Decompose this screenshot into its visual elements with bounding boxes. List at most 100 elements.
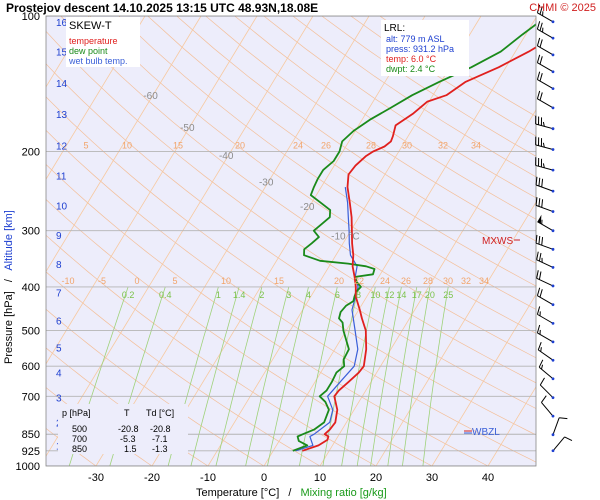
theta-e-label: 15 — [274, 276, 284, 286]
altitude-tick-label: 5 — [56, 343, 62, 354]
series-wet-bulb-temp-line — [295, 187, 359, 452]
pressure-tick-label: 600 — [22, 361, 40, 373]
chart-title: Prostejov descent 14.10.2025 13:15 UTC 4… — [6, 1, 318, 15]
table-row: 700 -5.3 -7.1 — [72, 434, 168, 444]
isotherm-line — [263, 16, 536, 466]
altitude-tick-label: 15 — [56, 48, 68, 59]
x-axis-title-separator: / — [288, 487, 292, 499]
mixing-ratio-label: 25 — [443, 290, 453, 300]
pressure-tick-label: 500 — [22, 326, 40, 338]
table-cell: -7.1 — [152, 434, 168, 444]
plot-background — [46, 16, 536, 466]
wind-barb — [537, 342, 555, 362]
temperature-tick-label: 20 — [370, 472, 382, 484]
altitude-tick-label: 12 — [56, 142, 68, 153]
mixing-ratio-label: 17 — [412, 290, 422, 300]
mixing-ratio-label: 0.4 — [159, 290, 172, 300]
isotherm-line — [46, 16, 202, 273]
dry-adiabat-line — [89, 16, 536, 334]
altitude-tick-label: 9 — [56, 231, 62, 242]
y-axis-title-pressure: Pressure [hPa] — [3, 291, 15, 364]
pressure-tick-label: 400 — [22, 282, 40, 294]
isotherm-label: -30 — [259, 177, 274, 188]
dry-adiabat-line — [147, 16, 536, 287]
wind-barb — [536, 21, 555, 40]
mixing-ratio-label: 8 — [356, 290, 361, 300]
profile-lines — [292, 23, 536, 452]
theta-e-label: 20 — [235, 140, 245, 150]
wind-barb — [535, 197, 555, 213]
wind-barb — [551, 436, 573, 453]
theta-e-label: 22 — [354, 276, 364, 286]
dry-adiabat-line — [118, 16, 536, 310]
table-cell: 850 — [72, 444, 87, 454]
theta-e-label: 15 — [173, 140, 183, 150]
lrl-pressure: press: 931.2 hPa — [386, 44, 454, 54]
theta-e-label: 32 — [438, 140, 448, 150]
dry-adiabat-line — [60, 16, 536, 359]
values-table-box — [58, 404, 188, 454]
wind-barb — [539, 377, 555, 400]
theta-e-label: 0 — [134, 276, 139, 286]
grid-lines — [46, 16, 536, 466]
wind-barb — [536, 324, 555, 344]
dry-adiabat-line — [263, 16, 536, 199]
altitude-tick-label: 11 — [56, 171, 67, 182]
isotherm-line — [46, 16, 258, 365]
isotherm-line — [319, 109, 536, 466]
table-header-pressure: p [hPa] — [62, 408, 91, 418]
temperature-tick-label: -20 — [144, 472, 160, 484]
mxws-marker: MXWS — [482, 236, 513, 247]
wind-barb — [536, 54, 555, 74]
mixing-ratio-label: 10 — [370, 290, 380, 300]
theta-e-label: 34 — [471, 140, 481, 150]
isotherm-line — [46, 16, 146, 180]
lrl-dewpoint: dwpt: 2.4 °C — [386, 64, 436, 74]
theta-e-label: 5 — [172, 276, 177, 286]
pressure-tick-label: 850 — [22, 429, 40, 441]
y-axis-title-separator: / — [3, 278, 15, 282]
wind-barb — [536, 90, 555, 110]
table-cell: -20.8 — [150, 424, 171, 434]
theta-e-label: 20 — [334, 276, 344, 286]
isotherm-label: -40 — [219, 151, 234, 162]
isotherm-label: -50 — [180, 123, 195, 134]
wind-barbs — [535, 4, 573, 453]
y-axis-title-altitude: Altitude [km] — [3, 210, 15, 271]
theta-e-label: 26 — [401, 276, 411, 286]
wind-barb — [536, 71, 555, 91]
theta-e-label: 24 — [380, 276, 390, 286]
lrl-altitude: alt: 779 m ASL — [386, 34, 445, 44]
table-cell: -20.8 — [118, 424, 139, 434]
axis-labels: 1002003004005006007008509251000123456789… — [16, 11, 495, 484]
temperature-tick-label: 10 — [314, 472, 326, 484]
x-axis-title-mixing: Mixing ratio [g/kg] — [300, 487, 386, 499]
pressure-tick-label: 925 — [22, 446, 40, 458]
credit-label: CHMI © 2025 — [529, 2, 596, 14]
wind-barb — [536, 287, 555, 307]
pressure-tick-label: 300 — [22, 226, 40, 238]
isotherm-line — [487, 386, 536, 466]
wind-barb — [535, 234, 555, 251]
theta-e-label: 34 — [479, 276, 489, 286]
y-axis-title: Pressure [hPa] / Altitude [km] — [3, 210, 15, 364]
table-header-td: Td [°C] — [146, 408, 174, 418]
wind-barb — [536, 306, 555, 325]
isotherm-label: -10 °C — [331, 232, 359, 243]
mixing-ratio-label: 20 — [425, 290, 435, 300]
wind-barb — [535, 136, 555, 151]
theta-e-label: -5 — [98, 276, 106, 286]
pressure-tick-label: 100 — [22, 11, 40, 23]
theta-e-label: 28 — [366, 140, 376, 150]
temperature-tick-label: 0 — [261, 472, 267, 484]
x-axis-title: Temperature [°C] / Mixing ratio [g/kg] — [196, 487, 387, 499]
mixing-ratio-label: 0.2 — [122, 290, 135, 300]
temperature-tick-label: -30 — [88, 472, 104, 484]
wbzl-marker: WBZL — [472, 427, 500, 438]
isotherm-label: -60 — [143, 91, 158, 102]
theta-e-label: 32 — [461, 276, 471, 286]
series-temperature-line — [302, 46, 536, 452]
mixing-ratio-label: 12 — [384, 290, 394, 300]
table-cell: 1.5 — [124, 444, 137, 454]
theta-e-label: 10 — [122, 140, 132, 150]
